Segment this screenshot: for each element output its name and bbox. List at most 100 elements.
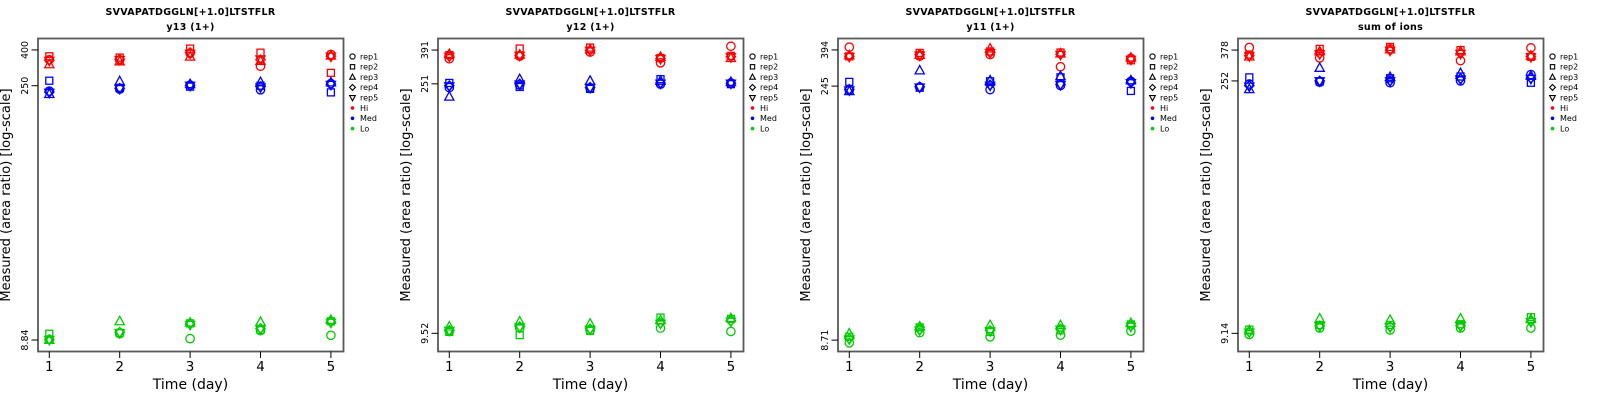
data-point-hi-rep5 — [1243, 52, 1255, 63]
legend-label-med: Med — [1560, 114, 1577, 123]
data-point-med-rep5 — [43, 88, 55, 100]
x-tick-label: 1 — [445, 359, 454, 375]
data-point-hi-rep3 — [514, 48, 526, 59]
legend-marker-rep4 — [1548, 83, 1557, 92]
data-point-hi-rep3 — [325, 49, 337, 60]
data-point-lo-rep5 — [443, 326, 455, 338]
x-tick-label: 2 — [115, 359, 124, 375]
data-point-lo-rep5 — [114, 328, 126, 340]
data-point-med-rep2 — [45, 76, 54, 85]
data-point-hi-rep5 — [1054, 50, 1067, 62]
panel-y11: SVVAPATDGGLN[+1.0]LTSTFLR y11 (1+) Measu… — [800, 0, 1200, 400]
data-point-hi-rep3 — [984, 42, 996, 53]
plot-area: 394 245 8.71 1 2 3 4 5 — [820, 37, 1145, 375]
legend-label-rep3: rep3 — [1160, 73, 1178, 82]
data-point-med-rep5 — [1243, 82, 1255, 93]
data-point-lo-rep5 — [843, 335, 855, 346]
y-axis-label: Measured (area ratio) [log-scale] — [800, 88, 814, 301]
x-axis-label: Time (day) — [952, 377, 1028, 393]
data-point-hi-rep5 — [114, 55, 126, 67]
legend-label-rep1: rep1 — [1560, 52, 1578, 61]
legend-marker-rep1 — [349, 53, 356, 60]
data-point-hi-rep1 — [655, 57, 666, 68]
data-point-lo-rep1 — [914, 327, 925, 338]
data-point-med-rep5 — [1314, 77, 1326, 88]
x-tick-label: 2 — [915, 359, 924, 375]
data-point-lo-rep1 — [1055, 330, 1066, 340]
data-point-hi-rep1 — [444, 53, 455, 64]
legend-label-med: Med — [360, 114, 377, 123]
panel-title: SVVAPATDGGLN[+1.0]LTSTFLR — [905, 7, 1075, 18]
legend-marker-rep5 — [348, 95, 357, 102]
legend-label-med: Med — [760, 114, 777, 123]
y-tick-label: 251 — [420, 75, 431, 93]
legend-dot-med — [1550, 116, 1555, 121]
panel-y13: SVVAPATDGGLN[+1.0]LTSTFLR y13 (1+) Measu… — [0, 0, 400, 400]
x-tick-label: 2 — [515, 359, 524, 375]
legend-dot-hi — [1150, 106, 1155, 110]
data-point-hi-rep5 — [325, 52, 337, 63]
legend-dot-lo — [750, 126, 755, 131]
x-axis-label: Time (day) — [1352, 377, 1428, 393]
data-point-lo-rep3 — [725, 311, 737, 323]
y-axis-label: Measured (area ratio) [log-scale] — [400, 88, 414, 301]
legend-label-rep4: rep4 — [360, 83, 378, 92]
legend-label-hi: Hi — [1560, 104, 1568, 113]
legend-label-rep1: rep1 — [1160, 52, 1178, 61]
legend-dot-hi — [750, 106, 755, 110]
data-point-med-rep5 — [725, 79, 737, 90]
data-point-lo-rep1 — [1385, 325, 1395, 335]
plot-frame — [437, 37, 745, 353]
x-tick-label: 5 — [327, 359, 336, 375]
legend-label-rep4: rep4 — [1560, 83, 1578, 92]
legend-label-rep2: rep2 — [760, 63, 778, 72]
legend-label-rep3: rep3 — [360, 73, 378, 82]
legend-marker-rep2 — [1149, 64, 1156, 70]
data-point-hi-rep1 — [255, 61, 266, 72]
legend-marker-rep2 — [749, 64, 756, 70]
data-point-hi-rep5 — [1454, 49, 1467, 61]
x-tick-label: 4 — [1456, 359, 1465, 375]
y-axis-label: Measured (area ratio) [log-scale] — [1200, 88, 1214, 301]
legend-label-rep5: rep5 — [1560, 94, 1578, 103]
data-point-lo-rep3 — [443, 320, 455, 331]
legend-label-hi: Hi — [1160, 104, 1168, 113]
y-tick-label: 391 — [420, 41, 431, 59]
data-point-lo-rep5 — [654, 319, 667, 331]
data-point-hi-rep5 — [1384, 46, 1396, 58]
y-tick-label: 252 — [1220, 72, 1231, 90]
x-tick-label: 4 — [1056, 359, 1065, 375]
plot-frame — [37, 37, 345, 353]
data-point-lo-rep1 — [326, 330, 336, 341]
legend-marker-rep4 — [1148, 83, 1157, 92]
legend-label-lo: Lo — [1560, 124, 1569, 133]
legend-label-rep5: rep5 — [360, 94, 378, 103]
data-point-lo-rep5 — [1454, 322, 1467, 333]
data-point-hi-rep5 — [514, 51, 526, 63]
data-point-med-rep3 — [254, 75, 267, 87]
panel-sum-of-ions: SVVAPATDGGLN[+1.0]LTSTFLR sum of ions Me… — [1200, 0, 1600, 400]
data-point-lo-rep5 — [514, 323, 526, 334]
legend-label-rep4: rep4 — [760, 83, 778, 92]
data-point-med-rep3 — [1384, 70, 1396, 82]
data-point-hi-rep5 — [443, 52, 455, 63]
legend-label-med: Med — [1160, 114, 1177, 123]
data-point-med-rep5 — [984, 81, 996, 92]
legend-label-rep5: rep5 — [760, 94, 778, 103]
x-tick-label: 4 — [656, 359, 665, 375]
y-tick-label: 9.14 — [1220, 323, 1231, 344]
legend-label-rep3: rep3 — [1560, 73, 1578, 82]
legend-dot-lo — [1550, 126, 1555, 131]
legend-marker-rep5 — [1548, 95, 1557, 102]
legend-label-rep1: rep1 — [360, 52, 378, 61]
y-tick-label: 8.71 — [820, 330, 831, 351]
legend-label-rep4: rep4 — [1160, 83, 1178, 92]
plot-area: 378 252 9.14 1 2 3 4 5 — [1220, 37, 1545, 375]
data-point-lo-rep5 — [1054, 325, 1067, 336]
data-point-lo-rep3 — [514, 315, 526, 326]
data-point-med-rep5 — [514, 80, 526, 91]
data-point-hi-rep5 — [843, 52, 855, 64]
legend-label-lo: Lo — [760, 124, 769, 133]
data-point-lo-rep1 — [985, 331, 995, 342]
